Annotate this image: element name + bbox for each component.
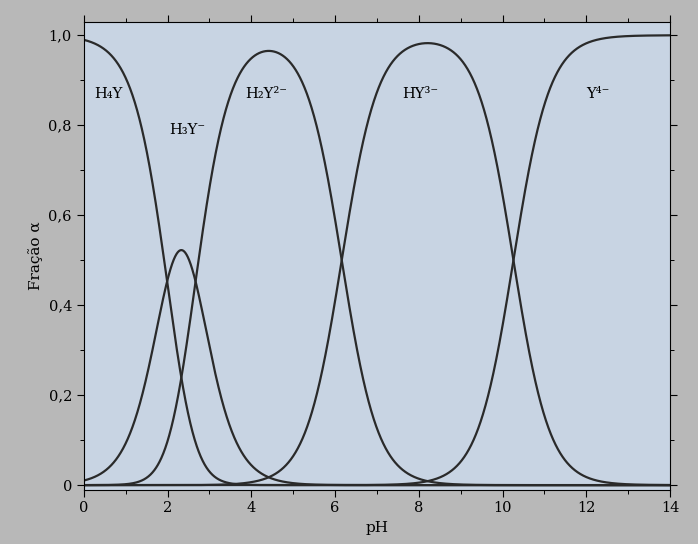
X-axis label: pH: pH <box>366 521 388 535</box>
Text: H₃Y⁻: H₃Y⁻ <box>170 123 206 137</box>
Text: HY³⁻: HY³⁻ <box>402 86 438 101</box>
Text: Y⁴⁻: Y⁴⁻ <box>586 86 609 101</box>
Y-axis label: Fração α: Fração α <box>28 221 43 290</box>
Text: H₂Y²⁻: H₂Y²⁻ <box>245 86 287 101</box>
Text: H₄Y: H₄Y <box>94 86 123 101</box>
